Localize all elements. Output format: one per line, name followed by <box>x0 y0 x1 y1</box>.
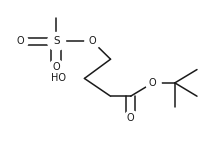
Text: O: O <box>148 78 156 88</box>
Text: O: O <box>52 62 60 72</box>
Text: HO: HO <box>51 73 65 83</box>
Text: O: O <box>126 113 134 123</box>
Text: O: O <box>16 36 24 46</box>
Text: S: S <box>53 36 59 46</box>
Text: O: O <box>88 36 96 46</box>
